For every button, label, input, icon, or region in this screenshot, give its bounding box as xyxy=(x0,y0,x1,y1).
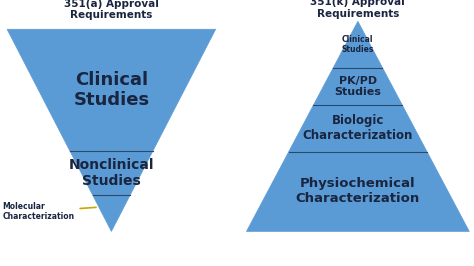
Text: Clinical
Studies: Clinical Studies xyxy=(73,70,149,109)
Text: Nonclinical
Studies: Nonclinical Studies xyxy=(69,158,154,188)
Polygon shape xyxy=(246,21,469,231)
Text: Biologic
Characterization: Biologic Characterization xyxy=(303,114,413,143)
Text: Clinical
Studies: Clinical Studies xyxy=(342,35,374,54)
Text: Physiochemical
Characterization: Physiochemical Characterization xyxy=(296,177,420,206)
Text: PK/PD
Studies: PK/PD Studies xyxy=(335,76,381,97)
Text: 351(k) Approval
Requirements: 351(k) Approval Requirements xyxy=(310,0,405,19)
Polygon shape xyxy=(7,29,216,231)
Text: 351(a) Approval
Requirements: 351(a) Approval Requirements xyxy=(64,0,159,20)
Text: Molecular
Characterization: Molecular Characterization xyxy=(2,202,96,221)
